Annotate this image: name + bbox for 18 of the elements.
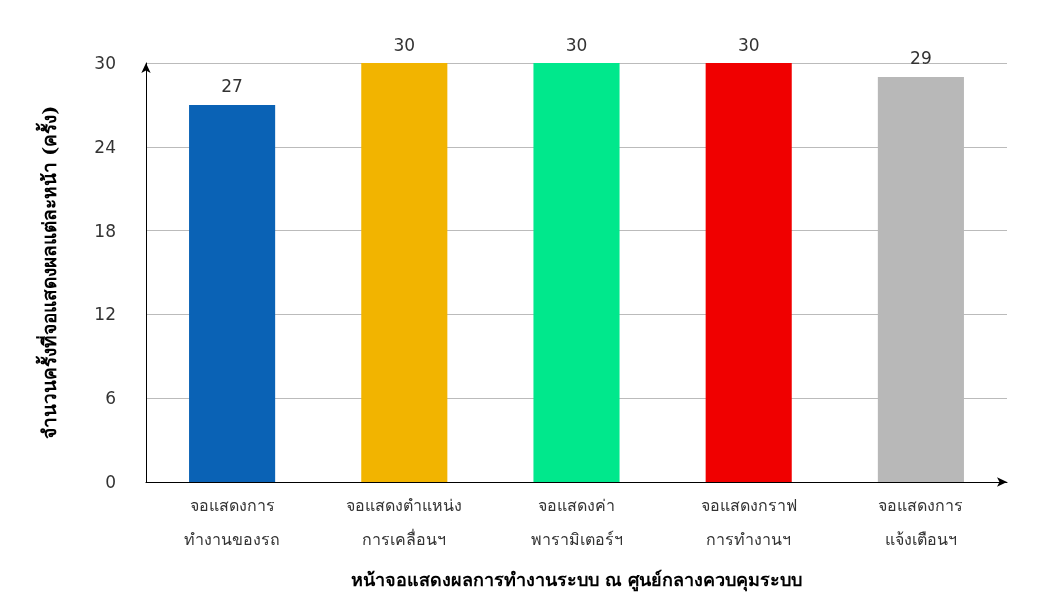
data-label: 30 — [565, 34, 588, 55]
y-tick-label: 6 — [105, 388, 116, 409]
y-tick-label: 24 — [94, 136, 116, 157]
x-tick-label: จอแสดงตำแหน่ง การเคลื่อนฯ — [346, 495, 463, 549]
y-tick-label: 18 — [94, 220, 116, 241]
y-tick-label: 0 — [105, 472, 116, 492]
data-label: 29 — [910, 48, 932, 69]
x-tick-label: จอแสดงกราฟ การทำงานฯ — [700, 495, 797, 549]
x-tick-label: จอแสดงการ ทำงานของรถ — [184, 495, 281, 549]
y-tick-label: 30 — [94, 53, 116, 73]
x-tick-label: จอแสดงการ แจ้งเตือนฯ — [878, 495, 964, 549]
x-tick-label: จอแสดงค่า พารามิเตอร์ฯ — [530, 495, 623, 549]
data-label: 27 — [221, 76, 243, 97]
data-label: 30 — [737, 34, 760, 55]
y-axis-title: จำนวนครั้งที่จอแสดงผลแต่ละหน้า (ครั้ง) — [34, 105, 60, 440]
x-axis-title: หน้าจอแสดงผลการทำงานระบบ ณ ศูนย์กลางควบคุมระบบ — [350, 568, 803, 592]
data-label: 30 — [393, 34, 416, 55]
y-tick-label: 12 — [94, 304, 116, 325]
